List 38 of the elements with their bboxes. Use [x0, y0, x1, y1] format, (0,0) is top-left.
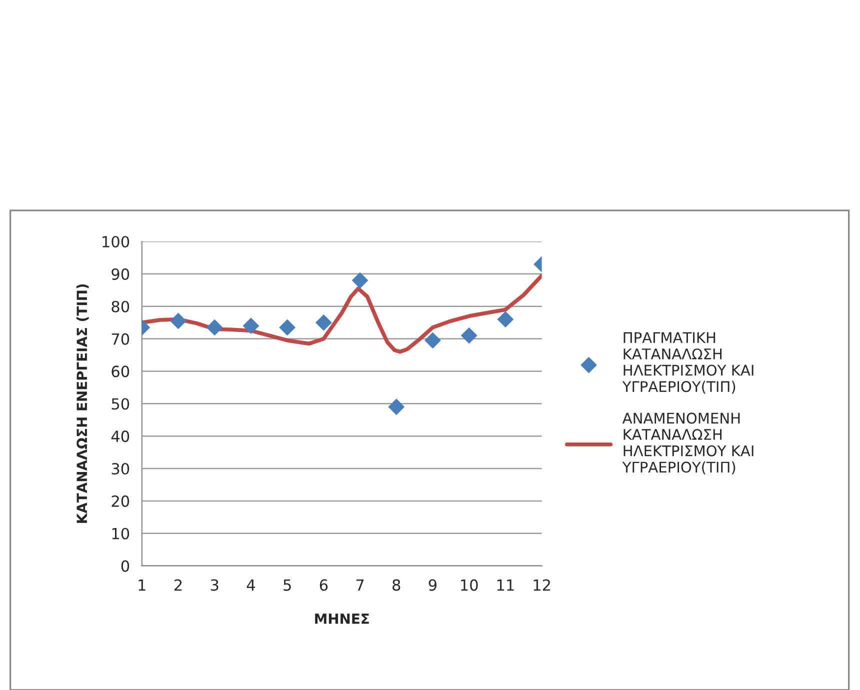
- x-tick-label: 10: [461, 579, 478, 591]
- point: [352, 272, 368, 289]
- legend-label: ΑΝΑΜΕΝΟΜΕΝΗ ΚΑΤΑΝΑΛΩΣΗ ΗΛΕΚΤΡΙΣΜΟΥ ΚΑΙ ΥΓΡΑΕΡΙΟΥ(ΤΙΠ): [622, 412, 754, 474]
- x-tick-label: 6: [320, 579, 328, 591]
- x-tick-label: 4: [246, 579, 255, 591]
- point: [315, 314, 332, 331]
- x-tick-label: 5: [284, 579, 291, 591]
- y-tick-label: 10: [112, 528, 130, 540]
- x-tick-label: 3: [210, 579, 218, 591]
- y-tick-label: 0: [121, 560, 130, 572]
- x-tick-label: 11: [497, 579, 514, 591]
- y-tick-label: 60: [112, 366, 130, 378]
- line-series: [142, 274, 542, 354]
- x-tick-label: 2: [174, 579, 182, 591]
- point: [460, 327, 478, 344]
- y-axis-title: ΚΑΤΑΝΑΛΩΣΗ ΕΝΕΡΓΕΙΑΣ (ΤΙΠ): [76, 284, 89, 523]
- point: [242, 318, 260, 334]
- x-tick-label: 12: [534, 579, 550, 591]
- y-tick-label: 70: [112, 333, 130, 345]
- y-tick-label: 50: [112, 398, 130, 410]
- legend-label: ΠΡΑΓΜΑΤΙΚΗ ΚΑΤΑΝΑΛΩΣΗ ΗΛΕΚΤΡΙΣΜΟΥ ΚΑΙ ΥΓΡΑΕΡΙΟΥ(ΤΙΠ): [622, 332, 754, 394]
- y-tick-label: 100: [102, 236, 130, 248]
- x-tick-label: 8: [392, 579, 400, 591]
- x-tick-label: 7: [356, 579, 364, 591]
- point: [497, 311, 514, 328]
- y-tick-label: 40: [111, 430, 130, 442]
- point: [170, 312, 186, 330]
- y-tick-label: 90: [112, 268, 130, 280]
- y-tick-label: 80: [112, 300, 130, 312]
- y-tick-label: 30: [112, 462, 130, 475]
- x-tick-label: 9: [428, 579, 437, 591]
- y-tick-label: 20: [112, 495, 130, 507]
- point: [388, 398, 405, 416]
- point: [424, 332, 441, 349]
- point: [206, 319, 223, 336]
- x-axis-title: ΜΗΝΕΣ: [315, 614, 369, 624]
- point: [279, 319, 296, 336]
- x-tick-label: 1: [138, 579, 146, 591]
